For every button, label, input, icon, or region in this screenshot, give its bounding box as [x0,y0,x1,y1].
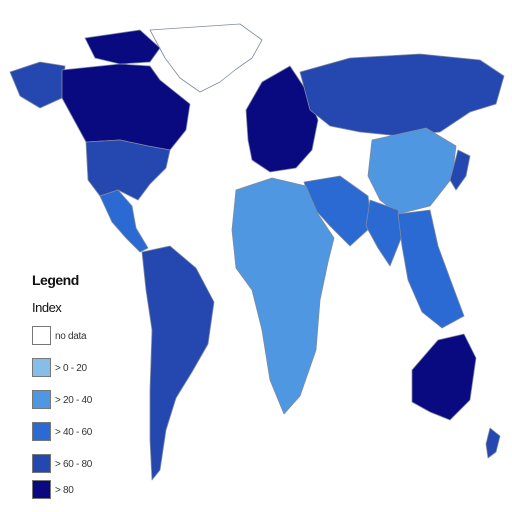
alaska-region [9,61,66,109]
new-zealand-region [485,427,501,459]
legend-swatch-60-80 [32,454,51,473]
china-region [367,127,457,215]
canada-region [61,63,191,151]
southeast-asia-region [397,209,465,329]
legend-swatch-40-60 [32,422,51,441]
legend-swatch-0-20 [32,358,51,377]
india-region [365,199,403,267]
legend-label-0-20: > 0 - 20 [55,363,87,374]
legend-label-20-40: > 20 - 40 [55,395,93,406]
legend-label-40-60: > 40 - 60 [55,427,93,438]
legend-swatch-80-plus [32,480,51,499]
greenland-region [149,23,263,93]
mexico-region [99,189,149,253]
map-legend: Legend Index no data > 0 - 20 > 20 - 40 … [30,272,160,502]
europe-region [245,65,319,173]
legend-label-80-plus: > 80 [55,485,74,496]
canadian-arctic-region [84,29,161,65]
australia-region [411,333,477,421]
united-states-region [85,139,171,201]
legend-title: Legend [32,272,79,288]
legend-label-60-80: > 60 - 80 [55,459,93,470]
legend-swatch-20-40 [32,390,51,409]
south-america-region [141,245,215,481]
russia-region [299,53,505,137]
legend-subtitle: Index [32,300,62,315]
africa-region [231,177,335,415]
legend-label-no-data: no data [55,331,87,342]
legend-swatch-no-data [32,326,51,345]
japan-region [449,149,471,191]
